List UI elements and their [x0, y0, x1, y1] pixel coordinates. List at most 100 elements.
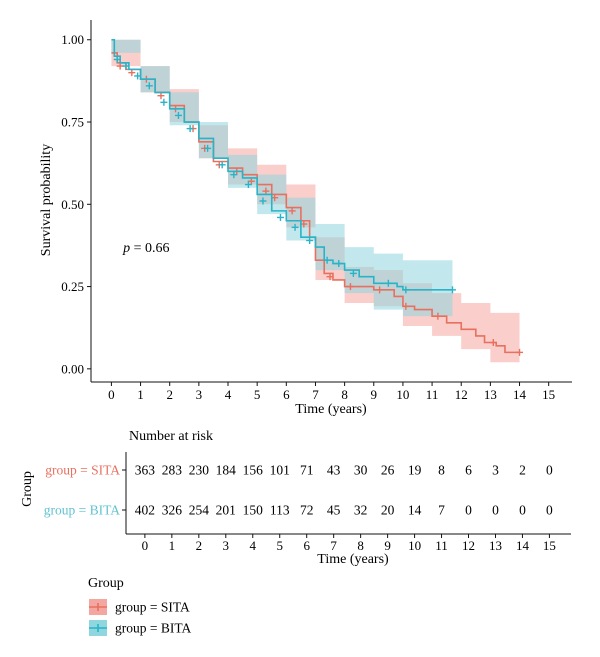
censor-mark	[204, 144, 212, 152]
risk-count: 20	[381, 503, 395, 518]
censor-mark	[306, 236, 314, 244]
risk-count: 2	[519, 463, 526, 478]
risk-count: 6	[465, 463, 472, 478]
p-value-text: = 0.66	[130, 241, 169, 256]
risk-x-tick-label: 9	[384, 538, 391, 553]
risk-count: 254	[189, 503, 210, 518]
x-tick-label: 2	[166, 387, 173, 402]
confidence-bands	[111, 39, 520, 366]
legend-title: Group	[88, 576, 124, 591]
risk-x-tick-label: 3	[223, 538, 230, 553]
survival-curve-1	[111, 38, 453, 291]
censor-mark	[402, 302, 410, 310]
x-tick-label: 1	[137, 387, 144, 402]
risk-count: 14	[408, 503, 422, 518]
censor-mark	[276, 213, 284, 221]
x-tick-label: 4	[225, 387, 232, 402]
censor-mark	[376, 286, 384, 294]
risk-count: 19	[408, 463, 422, 478]
x-tick-label: 12	[455, 387, 468, 402]
censor-mark	[288, 207, 296, 215]
x-tick-label: 0	[108, 387, 115, 402]
legend-label: group = SITA	[115, 600, 190, 615]
risk-x-tick-label: 5	[276, 538, 283, 553]
censor-mark	[160, 98, 168, 106]
censor-mark	[145, 82, 153, 90]
risk-row-label: group = BITA	[44, 503, 121, 518]
legend: Group group = SITA group = BITA	[88, 576, 192, 636]
km-axes: 0.000.250.500.751.000 1 2 3 4 5 6 7 8 9 10 11 12 13 14…	[61, 20, 572, 402]
risk-count: 71	[300, 463, 314, 478]
y-tick-label: 0.25	[61, 279, 84, 294]
censor-mark	[448, 286, 456, 294]
censor-mark	[128, 69, 136, 77]
risk-x-tick-label: 0	[142, 538, 149, 553]
censor-mark	[323, 256, 331, 264]
x-tick-label: 13	[484, 387, 497, 402]
x-tick-label: 7	[312, 387, 319, 402]
risk-x-tick-label: 1	[169, 538, 176, 553]
censor-mark	[157, 92, 165, 100]
risk-count: 32	[354, 503, 368, 518]
risk-rows: group = SITA 363 283 230 184 156 101 71 43 30 26 19…	[44, 463, 553, 518]
risk-x-tick-label: 15	[543, 538, 556, 553]
x-tick-label: 5	[254, 387, 261, 402]
legend-item: group = BITA	[89, 620, 192, 636]
p-value-symbol: p	[122, 241, 130, 256]
x-tick-label: 6	[283, 387, 290, 402]
legend-label: group = BITA	[115, 621, 192, 636]
x-axis-label: Time (years)	[295, 402, 367, 417]
risk-x-tick-label: 11	[435, 538, 448, 553]
y-tick-label: 0.75	[61, 115, 84, 130]
censor-mark	[113, 55, 121, 63]
risk-x-tick-label: 12	[462, 538, 475, 553]
censor-mark	[326, 273, 334, 281]
survival-curves	[111, 38, 524, 356]
risk-x-tick-label: 2	[196, 538, 203, 553]
x-tick-label: 14	[513, 387, 527, 402]
legend-item: group = SITA	[89, 599, 190, 615]
risk-table: Number at risk Group group = SITA 363 283 2…	[20, 429, 571, 567]
risk-count: 0	[519, 503, 526, 518]
risk-count: 3	[492, 463, 499, 478]
censor-mark	[174, 111, 182, 119]
risk-x-tick-label: 7	[330, 538, 337, 553]
risk-count: 0	[546, 463, 553, 478]
risk-table-title: Number at risk	[129, 429, 213, 444]
censor-mark	[186, 125, 194, 133]
ci-band-1	[111, 39, 453, 317]
censor-mark	[259, 197, 267, 205]
censor-mark	[122, 62, 130, 70]
risk-count: 72	[300, 503, 314, 518]
risk-x-tick-label: 10	[408, 538, 421, 553]
censor-mark	[489, 339, 497, 347]
y-tick-label: 0.00	[61, 361, 84, 376]
risk-count: 30	[354, 463, 368, 478]
censor-mark	[134, 72, 142, 80]
censor-mark	[434, 312, 442, 320]
risk-count: 326	[162, 503, 183, 518]
risk-count: 283	[162, 463, 183, 478]
x-tick-label: 3	[196, 387, 203, 402]
risk-count: 0	[546, 503, 553, 518]
censor-mark	[291, 223, 299, 231]
x-tick-label: 8	[341, 387, 348, 402]
risk-count: 0	[492, 503, 499, 518]
risk-count: 201	[216, 503, 236, 518]
censor-mark	[262, 187, 270, 195]
x-tick-label: 11	[426, 387, 439, 402]
risk-axis: 0 1 2 3 4 5 6 7 8 9 10 11 12 13 14 15	[122, 452, 571, 553]
risk-x-tick-label: 8	[357, 538, 364, 553]
risk-x-tick-label: 14	[516, 538, 530, 553]
risk-count: 0	[465, 503, 472, 518]
risk-count: 26	[381, 463, 395, 478]
y-axis-label: Survival probability	[39, 144, 54, 256]
risk-count: 156	[243, 463, 264, 478]
censor-mark	[244, 181, 252, 189]
risk-count: 402	[135, 503, 155, 518]
censor-mark	[346, 283, 354, 291]
censor-mark	[335, 260, 343, 268]
censor-mark	[384, 279, 392, 287]
risk-count: 43	[327, 463, 341, 478]
risk-count: 101	[270, 463, 290, 478]
